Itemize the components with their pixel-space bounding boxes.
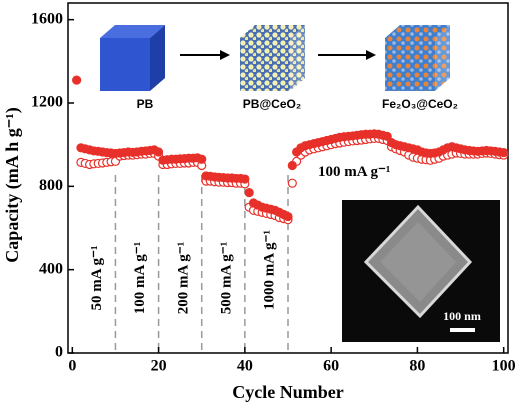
tem-inset: 100 nm bbox=[342, 200, 500, 342]
cube-side bbox=[290, 25, 305, 91]
cube-side bbox=[435, 25, 450, 91]
plot-frame bbox=[67, 2, 509, 354]
rate-label: 500 mA g⁻¹ bbox=[218, 242, 234, 314]
data-point bbox=[287, 178, 297, 188]
y-tick-label: 800 bbox=[39, 177, 63, 194]
annotation: 100 mA g⁻¹ bbox=[318, 164, 390, 180]
y-tick-label: 1200 bbox=[31, 94, 63, 111]
arrow-head bbox=[220, 50, 230, 60]
x-tick-label: 100 bbox=[492, 358, 516, 375]
data-point bbox=[240, 174, 250, 184]
schematic-label: Fe₂O₃@CeO₂ bbox=[382, 97, 458, 111]
rate-label: 100 mA g⁻¹ bbox=[132, 242, 148, 314]
data-point bbox=[283, 211, 293, 222]
schematic-label: PB bbox=[137, 97, 154, 111]
cube-front bbox=[385, 38, 435, 91]
rate-label: 50 mA g⁻¹ bbox=[89, 246, 105, 311]
y-tick-label: 400 bbox=[39, 260, 63, 277]
data-point bbox=[72, 75, 82, 85]
y-tick-label: 0 bbox=[55, 344, 63, 361]
rate-label: 200 mA g⁻¹ bbox=[175, 242, 191, 314]
cube-front bbox=[240, 38, 290, 91]
tem-particle-core bbox=[380, 222, 456, 302]
scale-bar-label: 100 nm bbox=[443, 309, 481, 323]
x-tick-label: 60 bbox=[323, 358, 339, 375]
x-tick-label: 20 bbox=[151, 358, 167, 375]
cube-top bbox=[240, 25, 305, 38]
data-point bbox=[287, 160, 297, 171]
x-tick-label: 80 bbox=[409, 358, 425, 375]
cube-front bbox=[100, 38, 150, 91]
data-point bbox=[197, 154, 207, 164]
cube-top bbox=[385, 25, 450, 38]
data-point bbox=[244, 187, 254, 198]
schematic-label: PB@CeO₂ bbox=[243, 97, 301, 111]
arrow-head bbox=[366, 50, 376, 60]
x-axis-title: Cycle Number bbox=[232, 382, 343, 402]
data-point bbox=[382, 131, 392, 141]
rate-label: 1000 mA g⁻¹ bbox=[262, 230, 278, 310]
x-tick-label: 40 bbox=[237, 358, 253, 375]
data-point bbox=[153, 147, 164, 157]
x-tick-label: 0 bbox=[68, 358, 76, 375]
y-axis-title: Capacity (mA h g⁻¹) bbox=[2, 107, 23, 262]
schematic: PB PB@CeO₂ Fe₂O₃@CeO₂ bbox=[100, 25, 458, 111]
data-point bbox=[499, 147, 509, 158]
y-tick-label: 1600 bbox=[31, 10, 63, 27]
cube-side bbox=[150, 25, 165, 91]
cube-top bbox=[100, 25, 165, 38]
